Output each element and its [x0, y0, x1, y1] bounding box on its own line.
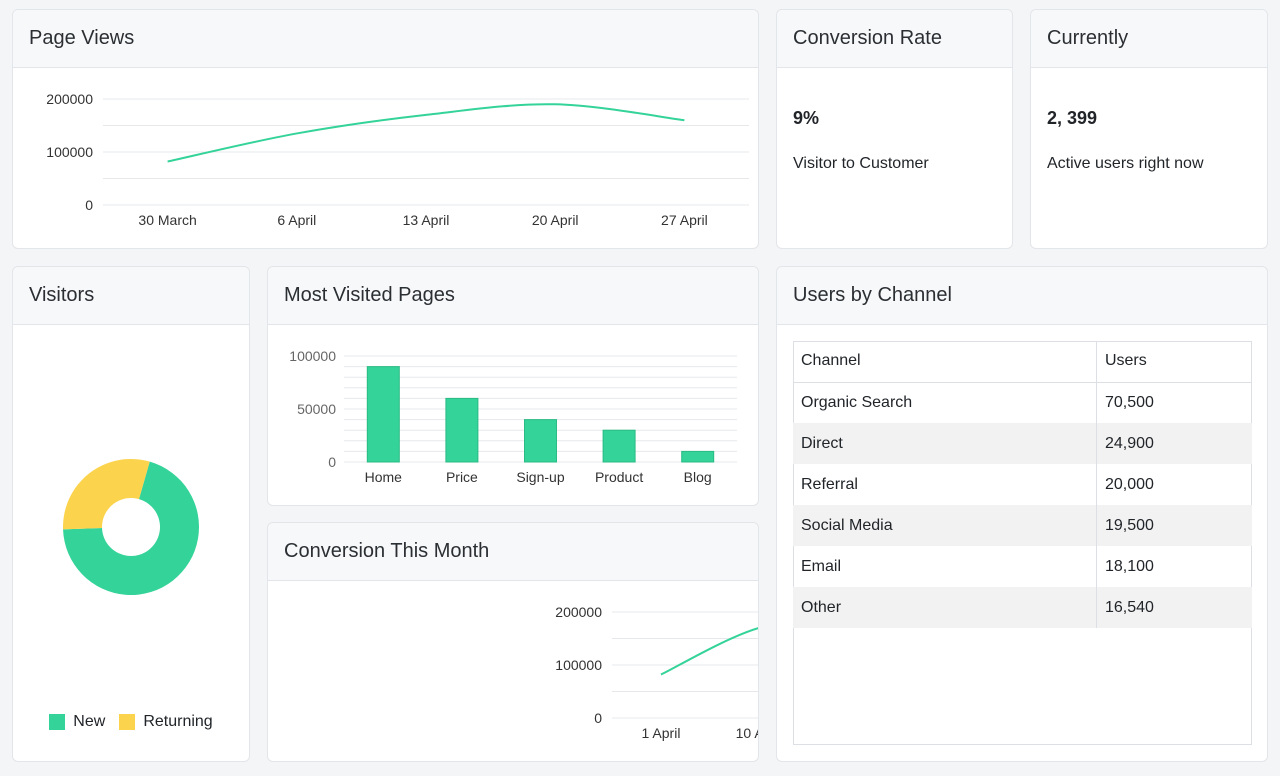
- bar-price: [445, 397, 479, 463]
- conversion-this-month-card: Conversion This Month 0 100000 200000 1 Apr…: [267, 522, 759, 762]
- legend-item-returning[interactable]: Returning: [119, 713, 213, 731]
- channel-cell: Email: [793, 546, 1097, 587]
- conversion-x-tick-label: 10 April: [736, 725, 758, 741]
- conversion-rate-label: Visitor to Customer: [793, 155, 929, 172]
- page-views-y-tick-label: 0: [85, 197, 93, 213]
- users-by-channel-table: Channel Users Organic Search 70,500 Dire…: [793, 341, 1252, 628]
- users-cell: 70,500: [1104, 393, 1154, 411]
- visitors-title: Visitors: [13, 267, 249, 325]
- most-visited-pages-title: Most Visited Pages: [268, 267, 758, 325]
- users-by-channel-title: Users by Channel: [777, 267, 1267, 325]
- page-views-x-tick-label: 20 April: [532, 212, 579, 228]
- table-row: Email 18,100: [793, 546, 1252, 587]
- active-users-label: Active users right now: [1047, 155, 1204, 172]
- users-cell: 18,100: [1104, 557, 1154, 575]
- legend-label-returning: Returning: [143, 713, 213, 730]
- most-visited-pages-chart: 0 50000 100000 Home Price Sign-up Product Blog: [289, 348, 737, 485]
- bar-x-tick-label: Product: [595, 469, 643, 485]
- page-views-x-tick-label: 6 April: [277, 212, 316, 228]
- legend-swatch-returning: [119, 714, 136, 730]
- conversion-rate-card: Conversion Rate 9% Visitor to Customer: [776, 9, 1013, 249]
- currently-card: Currently 2, 399 Active users right now: [1030, 9, 1268, 249]
- page-views-chart: 0 100000 200000 30 March 6 April 13 April 20 A…: [46, 91, 749, 228]
- channel-cell: Referral: [793, 464, 1097, 505]
- conversion-y-tick-label: 0: [594, 710, 602, 726]
- active-users-value: 2, 399: [1047, 108, 1098, 128]
- table-row: Other 16,540: [793, 587, 1252, 628]
- users-cell: 16,540: [1104, 598, 1154, 616]
- bar-x-tick-label: Home: [365, 469, 403, 485]
- page-views-title: Page Views: [13, 10, 758, 68]
- bar-x-tick-label: Sign-up: [516, 469, 564, 485]
- page-views-y-tick-label: 100000: [46, 144, 93, 160]
- conversion-y-tick-label: 100000: [555, 657, 602, 673]
- conversion-x-tick-label: 1 April: [642, 725, 681, 741]
- page-views-x-tick-label: 13 April: [403, 212, 450, 228]
- bar-blog: [681, 450, 715, 463]
- legend-label-new: New: [73, 713, 106, 730]
- donut-slice-returning: [63, 459, 150, 530]
- bar-x-tick-label: Blog: [684, 469, 712, 485]
- table-header-row: Channel Users: [793, 341, 1252, 382]
- conversion-series-line: [660, 627, 758, 676]
- conversion-y-tick-label: 200000: [555, 604, 602, 620]
- users-cell: 20,000: [1104, 475, 1154, 493]
- page-views-y-tick-label: 200000: [46, 91, 93, 107]
- users-cell: 19,500: [1104, 516, 1154, 534]
- donut-slice-new: [63, 461, 199, 595]
- bar-product: [602, 429, 636, 463]
- table-row: Organic Search 70,500: [793, 382, 1252, 423]
- most-visited-pages-card: Most Visited Pages 0 50000 100000 Home Price…: [267, 266, 759, 506]
- table-row: Direct 24,900: [793, 423, 1252, 464]
- visitors-donut-chart: [63, 459, 199, 595]
- conversion-this-month-title: Conversion This Month: [268, 523, 758, 581]
- page-views-x-tick-label: 30 March: [138, 212, 196, 228]
- channel-cell: Direct: [793, 423, 1097, 464]
- bar-y-tick-label: 50000: [297, 401, 336, 417]
- bar-home: [366, 366, 400, 463]
- column-header-users[interactable]: Users: [1104, 352, 1147, 370]
- conversion-rate-value: 9%: [793, 108, 820, 128]
- bar-sign-up: [524, 419, 557, 463]
- legend-swatch-new: [49, 714, 66, 730]
- bar-x-tick-label: Price: [446, 469, 478, 485]
- channel-cell: Organic Search: [793, 382, 1097, 423]
- bar-y-tick-label: 0: [328, 454, 336, 470]
- legend-item-new[interactable]: New: [49, 713, 105, 731]
- channel-cell: Other: [793, 587, 1097, 628]
- users-by-channel-card: Users by Channel Channel Users Organic S…: [776, 266, 1268, 762]
- channel-cell: Social Media: [793, 505, 1097, 546]
- table-row: Referral 20,000: [793, 464, 1252, 505]
- currently-title: Currently: [1031, 10, 1267, 68]
- page-views-series-line: [167, 103, 685, 163]
- visitors-legend: New Returning: [13, 713, 249, 731]
- bar-y-tick-label: 100000: [289, 348, 336, 364]
- page-views-card: Page Views 0 100000 200000 30 March 6 April 1…: [12, 9, 759, 249]
- visitors-card: Visitors New Returning: [12, 266, 250, 762]
- table-row: Social Media 19,500: [793, 505, 1252, 546]
- page-views-x-tick-label: 27 April: [661, 212, 708, 228]
- column-header-channel[interactable]: Channel: [793, 341, 1097, 382]
- conversion-rate-title: Conversion Rate: [777, 10, 1012, 68]
- users-cell: 24,900: [1104, 434, 1154, 452]
